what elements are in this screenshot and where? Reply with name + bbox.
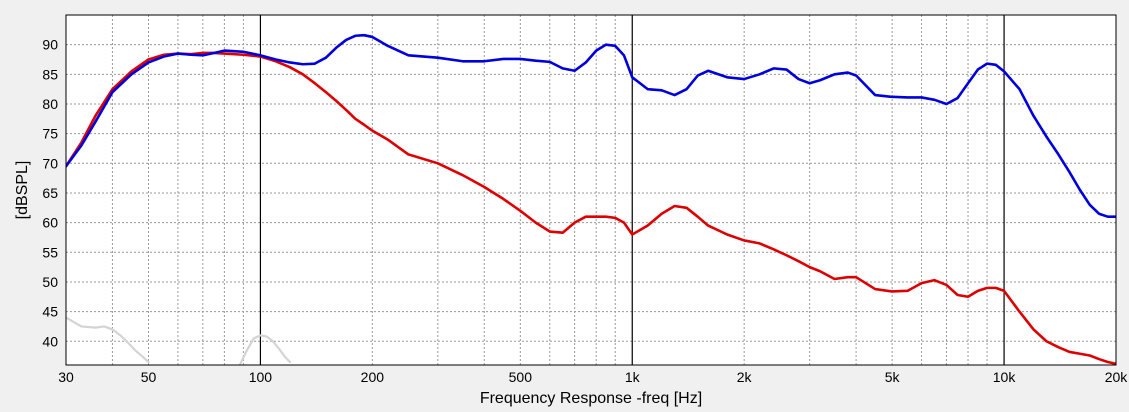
y-tick-label: 60 bbox=[42, 215, 58, 231]
y-tick-label: 70 bbox=[42, 155, 58, 171]
series-layer bbox=[66, 33, 1116, 365]
series-line-2 bbox=[66, 316, 150, 364]
x-tick-label: 1k bbox=[625, 369, 641, 385]
x-tick-labels: 30 50 100 200 500 1k 2k 5k 10k 20k bbox=[58, 369, 1128, 385]
y-tick-label: 50 bbox=[42, 274, 58, 290]
y-tick-label: 90 bbox=[42, 37, 58, 53]
plot-frame bbox=[65, 14, 1117, 366]
y-tick-label: 85 bbox=[42, 66, 58, 82]
y-tick-label: 75 bbox=[42, 126, 58, 142]
y-tick-label: 40 bbox=[42, 333, 58, 349]
series-line-0 bbox=[66, 33, 1116, 218]
x-axis-title: Frequency Response -freq [Hz] bbox=[480, 390, 702, 407]
y-tick-label: 80 bbox=[42, 96, 58, 112]
y-tick-labels: 40 45 50 55 60 65 70 75 80 85 90 bbox=[42, 37, 58, 350]
x-tick-label: 100 bbox=[249, 369, 273, 385]
x-tick-label: 30 bbox=[58, 369, 74, 385]
x-tick-label: 50 bbox=[141, 369, 157, 385]
y-tick-label: 65 bbox=[42, 185, 58, 201]
y-axis-title: [dBSPL] bbox=[14, 161, 31, 220]
y-tick-label: 45 bbox=[42, 304, 58, 320]
series-line-3 bbox=[238, 334, 291, 365]
x-tick-label: 2k bbox=[737, 369, 753, 385]
x-tick-label: 5k bbox=[885, 369, 901, 385]
x-tick-label: 500 bbox=[509, 369, 533, 385]
x-tick-label: 20k bbox=[1105, 369, 1129, 385]
minor-gridlines bbox=[66, 15, 1116, 365]
y-tick-label: 55 bbox=[42, 244, 58, 260]
plot-area bbox=[66, 15, 1116, 365]
x-tick-label: 10k bbox=[993, 369, 1017, 385]
x-tick-label: 200 bbox=[361, 369, 385, 385]
